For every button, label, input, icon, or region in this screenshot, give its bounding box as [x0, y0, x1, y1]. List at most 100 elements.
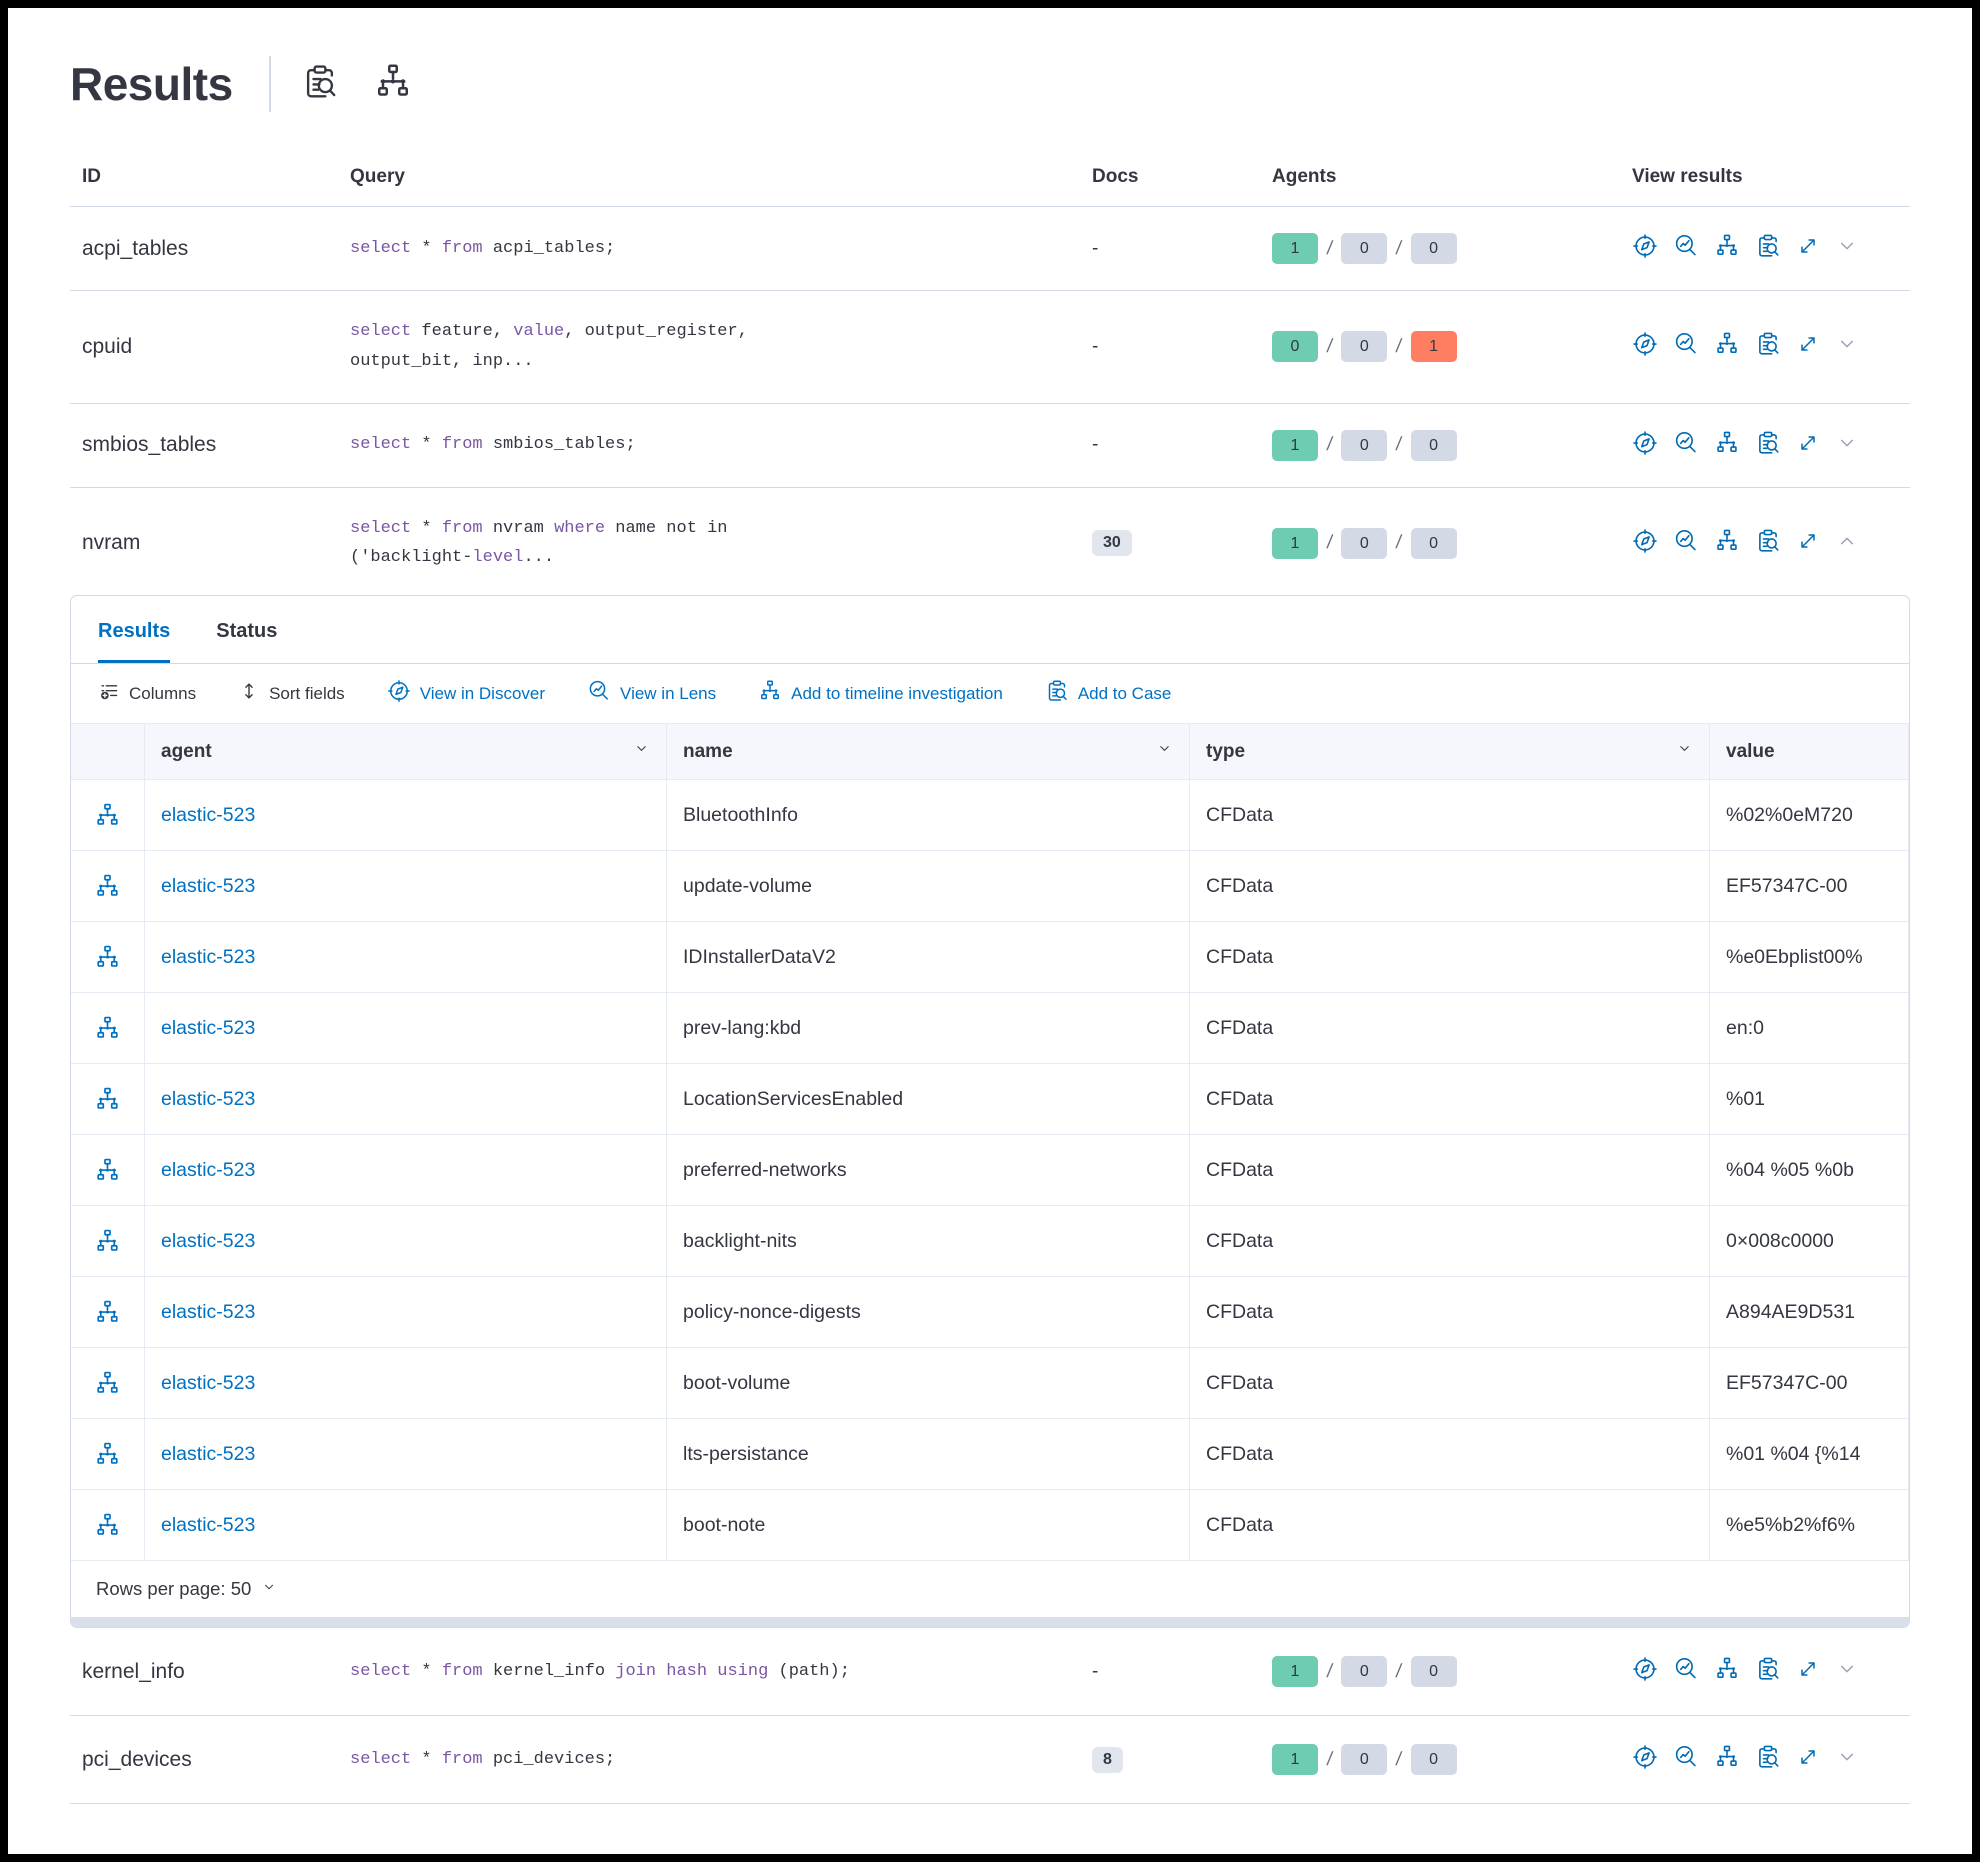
columns-button[interactable]: Columns — [98, 680, 196, 707]
grid-header-name[interactable]: name — [667, 724, 1190, 779]
row-expand-chevron-icon[interactable] — [1835, 1745, 1859, 1774]
row-expand-chevron-icon[interactable] — [1835, 1657, 1859, 1686]
timeline-icon[interactable] — [71, 1419, 145, 1489]
lens-icon[interactable] — [1673, 331, 1699, 362]
value-cell: %e5%b2%f6% — [1710, 1490, 1909, 1560]
timeline-icon[interactable] — [373, 62, 413, 107]
timeline-icon[interactable] — [1714, 430, 1740, 461]
add-to-timeline-button[interactable]: Add to timeline investigation — [758, 679, 1003, 708]
agent-link[interactable]: elastic-523 — [161, 874, 256, 897]
discover-icon[interactable] — [1632, 1656, 1658, 1687]
lens-icon[interactable] — [1673, 1744, 1699, 1775]
type-cell: CFData — [1190, 1206, 1710, 1276]
discover-icon[interactable] — [1632, 1744, 1658, 1775]
inspect-icon[interactable] — [1755, 430, 1781, 461]
agent-link[interactable]: elastic-523 — [161, 1229, 256, 1252]
timeline-icon[interactable] — [71, 1064, 145, 1134]
tab-results[interactable]: Results — [98, 620, 171, 663]
grid-row: elastic-523 IDInstallerDataV2 CFData %e0… — [71, 922, 1909, 993]
view-in-lens-button[interactable]: View in Lens — [587, 679, 716, 708]
timeline-icon[interactable] — [1714, 528, 1740, 559]
query-rows-group-top: acpi_tables select * from acpi_tables; -… — [70, 207, 1910, 595]
timeline-icon[interactable] — [71, 1206, 145, 1276]
inspect-icon[interactable] — [1755, 528, 1781, 559]
row-expand-chevron-icon[interactable] — [1835, 431, 1859, 460]
expand-icon[interactable] — [1796, 234, 1820, 263]
rows-per-page-button[interactable]: Rows per page: 50 — [96, 1578, 252, 1599]
timeline-icon[interactable] — [71, 993, 145, 1063]
timeline-icon[interactable] — [71, 1490, 145, 1560]
chevron-down-icon[interactable] — [1156, 740, 1173, 763]
agent-link[interactable]: elastic-523 — [161, 1087, 256, 1110]
inspect-icon[interactable] — [1755, 233, 1781, 264]
lens-icon[interactable] — [1673, 528, 1699, 559]
timeline-icon[interactable] — [71, 1348, 145, 1418]
inspect-icon[interactable] — [1755, 1744, 1781, 1775]
add-to-case-button[interactable]: Add to Case — [1045, 679, 1171, 708]
agents-status-badges: 1 / 0 / 0 — [1272, 1744, 1620, 1775]
discover-icon[interactable] — [1632, 528, 1658, 559]
agent-link[interactable]: elastic-523 — [161, 945, 256, 968]
agent-link[interactable]: elastic-523 — [161, 1158, 256, 1181]
tab-status[interactable]: Status — [216, 620, 278, 642]
agent-link[interactable]: elastic-523 — [161, 1442, 256, 1465]
timeline-icon[interactable] — [1714, 331, 1740, 362]
expand-icon[interactable] — [1796, 1745, 1820, 1774]
agent-link[interactable]: elastic-523 — [161, 1300, 256, 1323]
timeline-icon[interactable] — [1714, 1656, 1740, 1687]
inspect-icon[interactable] — [1755, 331, 1781, 362]
type-cell: CFData — [1190, 993, 1710, 1063]
row-expand-chevron-icon[interactable] — [1835, 234, 1859, 263]
lens-icon[interactable] — [1673, 233, 1699, 264]
chevron-down-icon[interactable] — [1676, 740, 1693, 763]
query-table-row: cpuid select feature, value, output_regi… — [70, 291, 1910, 404]
timeline-icon[interactable] — [71, 851, 145, 921]
row-expand-chevron-icon[interactable] — [1835, 529, 1859, 558]
agent-link[interactable]: elastic-523 — [161, 1513, 256, 1536]
expand-icon[interactable] — [1796, 1657, 1820, 1686]
agent-count-badge-default: 0 — [1410, 1656, 1457, 1687]
inspect-icon[interactable] — [301, 63, 339, 106]
chevron-down-icon[interactable] — [633, 740, 650, 763]
discover-icon — [387, 679, 411, 708]
inspect-icon[interactable] — [1755, 1656, 1781, 1687]
timeline-icon[interactable] — [71, 1135, 145, 1205]
query-sql: select * from smbios_tables; — [350, 435, 636, 455]
expand-icon[interactable] — [1796, 431, 1820, 460]
sort-fields-button[interactable]: Sort fields — [238, 680, 345, 707]
lens-icon[interactable] — [1673, 1656, 1699, 1687]
grid-header-type[interactable]: type — [1190, 724, 1710, 779]
timeline-icon[interactable] — [71, 1277, 145, 1347]
column-header-query: Query — [350, 166, 405, 187]
timeline-icon[interactable] — [71, 922, 145, 992]
expand-icon[interactable] — [1796, 332, 1820, 361]
docs-count: - — [1092, 237, 1099, 259]
discover-icon[interactable] — [1632, 430, 1658, 461]
grid-row: elastic-523 prev-lang:kbd CFData en:0 — [71, 993, 1909, 1064]
row-expand-chevron-icon[interactable] — [1835, 332, 1859, 361]
lens-icon[interactable] — [1673, 430, 1699, 461]
timeline-icon[interactable] — [71, 780, 145, 850]
badge-separator: / — [1394, 1748, 1404, 1770]
discover-icon[interactable] — [1632, 331, 1658, 362]
timeline-icon[interactable] — [1714, 1744, 1740, 1775]
column-header-id: ID — [82, 166, 101, 187]
agent-link[interactable]: elastic-523 — [161, 1371, 256, 1394]
grid-header-value[interactable]: value — [1710, 724, 1909, 779]
discover-icon[interactable] — [1632, 233, 1658, 264]
value-cell: %01 — [1710, 1064, 1909, 1134]
chevron-down-icon[interactable] — [261, 1578, 277, 1600]
view-in-discover-button[interactable]: View in Discover — [387, 679, 545, 708]
agent-link[interactable]: elastic-523 — [161, 803, 256, 826]
grid-header-agent[interactable]: agent — [145, 724, 667, 779]
badge-separator: / — [1325, 1748, 1334, 1770]
nvram-name-cell: boot-volume — [667, 1348, 1190, 1418]
query-sql: select * from nvram where name not in ('b… — [350, 518, 728, 568]
timeline-icon[interactable] — [1714, 233, 1740, 264]
agents-status-badges: 1 / 0 / 0 — [1272, 429, 1620, 461]
expand-icon[interactable] — [1796, 529, 1820, 558]
docs-count: - — [1092, 434, 1099, 455]
agent-link[interactable]: elastic-523 — [161, 1016, 256, 1039]
value-cell: %e0Ebplist00% — [1710, 922, 1909, 992]
agent-count-badge-default: 0 — [1341, 1656, 1388, 1687]
